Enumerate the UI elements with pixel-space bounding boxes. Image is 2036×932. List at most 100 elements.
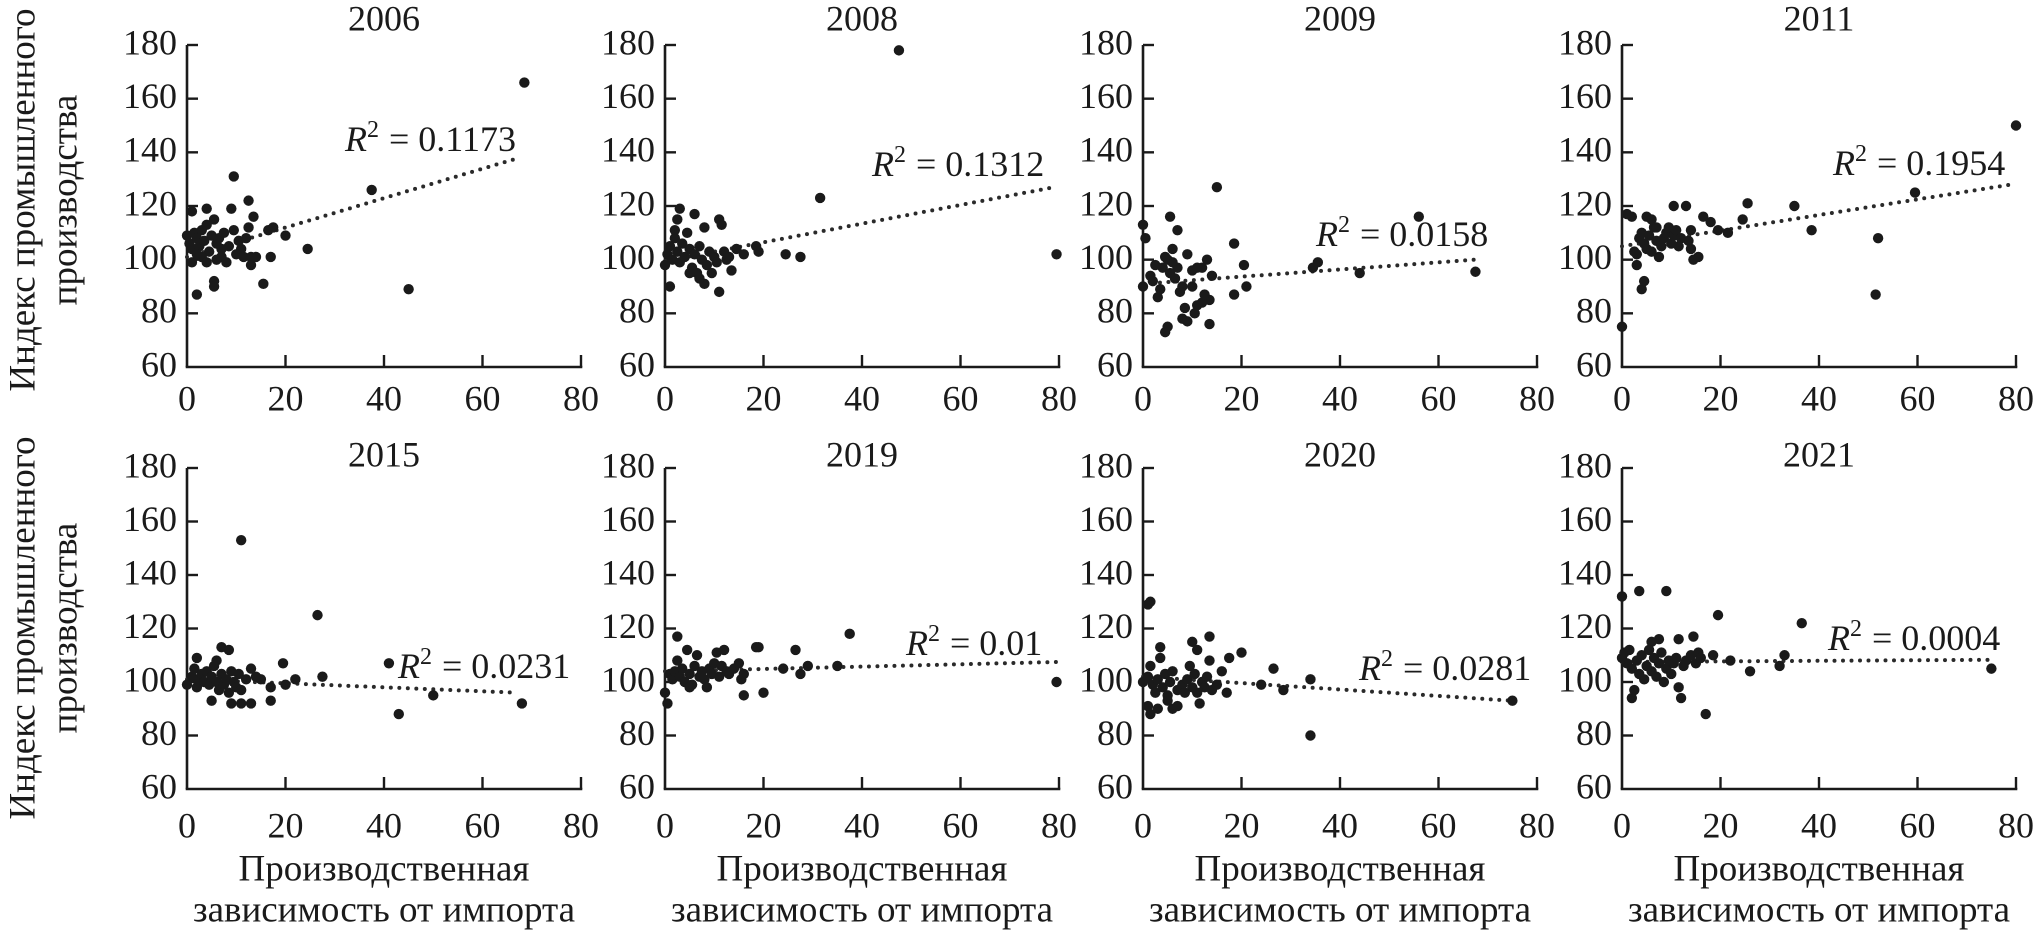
data-point (718, 644, 730, 656)
data-point (1155, 652, 1166, 664)
y-tick-label: 180 (1558, 445, 1612, 485)
data-point (694, 241, 705, 252)
panel-title: 2015 (348, 434, 420, 474)
data-point (1661, 585, 1672, 597)
data-point (1909, 187, 1921, 198)
y-tick-label: 60 (1097, 344, 1133, 384)
x-axis-label: Производственная (1674, 848, 1965, 889)
y-tick-label: 100 (601, 659, 655, 699)
r-squared-label: R2 = 0.1312 (871, 142, 1044, 185)
data-point (1680, 200, 1692, 212)
data-point (1693, 251, 1704, 263)
y-tick-label: 140 (1558, 130, 1612, 170)
data-point (1145, 708, 1156, 720)
data-point (280, 679, 291, 690)
data-point (699, 674, 710, 685)
data-point (681, 644, 693, 656)
r-power: 2 (420, 644, 432, 670)
data-point (677, 663, 688, 674)
x-tick-label: 20 (268, 378, 304, 418)
data-point (263, 224, 274, 236)
data-point (208, 214, 220, 225)
y-tick-label: 180 (123, 22, 177, 62)
data-point (1142, 700, 1154, 712)
data-point (1191, 262, 1203, 273)
data-point (1172, 224, 1183, 236)
data-point (366, 184, 377, 196)
data-point (1354, 267, 1365, 279)
data-point (1182, 249, 1193, 260)
data-point (191, 652, 203, 664)
data-point (403, 283, 414, 295)
data-point (1774, 660, 1785, 672)
data-point (191, 289, 203, 300)
data-point (1182, 316, 1193, 327)
y-tick-label: 120 (123, 183, 177, 223)
data-point (664, 281, 676, 292)
data-point (1142, 671, 1154, 682)
data-point (1656, 241, 1667, 252)
y-tick-label: 120 (1079, 606, 1133, 646)
x-tick-label: 0 (1134, 805, 1152, 845)
x-tick-label: 20 (268, 805, 304, 845)
data-point (1157, 262, 1168, 273)
data-point (312, 609, 323, 621)
data-point (516, 698, 528, 709)
y-tick-label: 180 (123, 445, 177, 485)
data-point (699, 222, 710, 233)
x-tick-label: 80 (1519, 378, 1555, 418)
x-tick-label: 60 (943, 805, 979, 845)
data-point (832, 660, 843, 672)
r-symbol: R (905, 623, 928, 663)
x-tick-label: 0 (1613, 805, 1631, 845)
y-tick-label: 100 (1079, 237, 1133, 277)
data-point (235, 535, 247, 546)
data-point (1204, 318, 1215, 330)
panel-title: 2008 (826, 0, 898, 38)
x-tick-label: 0 (178, 378, 196, 418)
data-point (1656, 647, 1667, 658)
r-symbol: R (1832, 143, 1855, 183)
data-point (713, 671, 725, 682)
data-point (674, 203, 685, 214)
data-point (802, 660, 814, 672)
data-point (1673, 241, 1684, 252)
data-point (240, 674, 252, 685)
data-point (248, 211, 259, 222)
data-point (1142, 599, 1154, 610)
data-point (1722, 227, 1734, 239)
data-point (280, 230, 291, 241)
y-tick-label: 60 (141, 344, 177, 384)
x-tick-label: 80 (1041, 378, 1077, 418)
data-point (893, 45, 905, 56)
x-tick-label: 40 (1801, 378, 1837, 418)
x-tick-label: 80 (1519, 805, 1555, 845)
x-tick-label: 40 (1801, 805, 1837, 845)
data-point (1169, 273, 1181, 284)
r-power: 2 (367, 117, 379, 143)
data-point (790, 644, 801, 656)
data-point (1629, 246, 1640, 257)
x-tick-label: 80 (563, 805, 599, 845)
y-tick-label: 80 (141, 291, 177, 331)
data-point (1137, 281, 1149, 292)
data-point (1137, 219, 1149, 230)
panel-2020: 2020 60 80 100 120 140 160 180 0 20 40 60 80 R2 = 0.02… (1079, 434, 1555, 930)
y-tick-label: 60 (619, 344, 655, 384)
data-point (317, 671, 328, 682)
data-point (201, 257, 212, 268)
data-point (1670, 652, 1682, 664)
y-tick-label: 120 (601, 606, 655, 646)
y-tick-label: 100 (123, 659, 177, 699)
y-tick-label: 80 (619, 291, 655, 331)
panel-title: 2009 (1304, 0, 1376, 38)
y-tick-label: 120 (601, 183, 655, 223)
r-power: 2 (1850, 616, 1862, 642)
data-point (1228, 289, 1240, 300)
data-point (1779, 650, 1790, 661)
r-symbol: R (1315, 214, 1338, 254)
data-point (1646, 246, 1657, 257)
data-point (1189, 668, 1200, 680)
data-point (795, 668, 806, 680)
r-power: 2 (928, 621, 940, 647)
